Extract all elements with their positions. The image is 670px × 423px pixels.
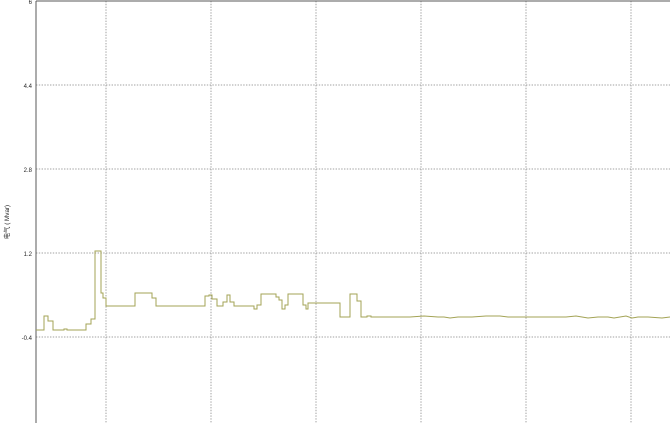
svg-text:2.8: 2.8 (24, 168, 33, 174)
svg-text:4.4: 4.4 (24, 84, 33, 90)
svg-text:-0.4: -0.4 (22, 336, 33, 342)
svg-text:6: 6 (29, 0, 33, 6)
svg-text:电气 ( Mvar): 电气 ( Mvar) (2, 205, 11, 239)
svg-text:1.2: 1.2 (24, 252, 33, 258)
